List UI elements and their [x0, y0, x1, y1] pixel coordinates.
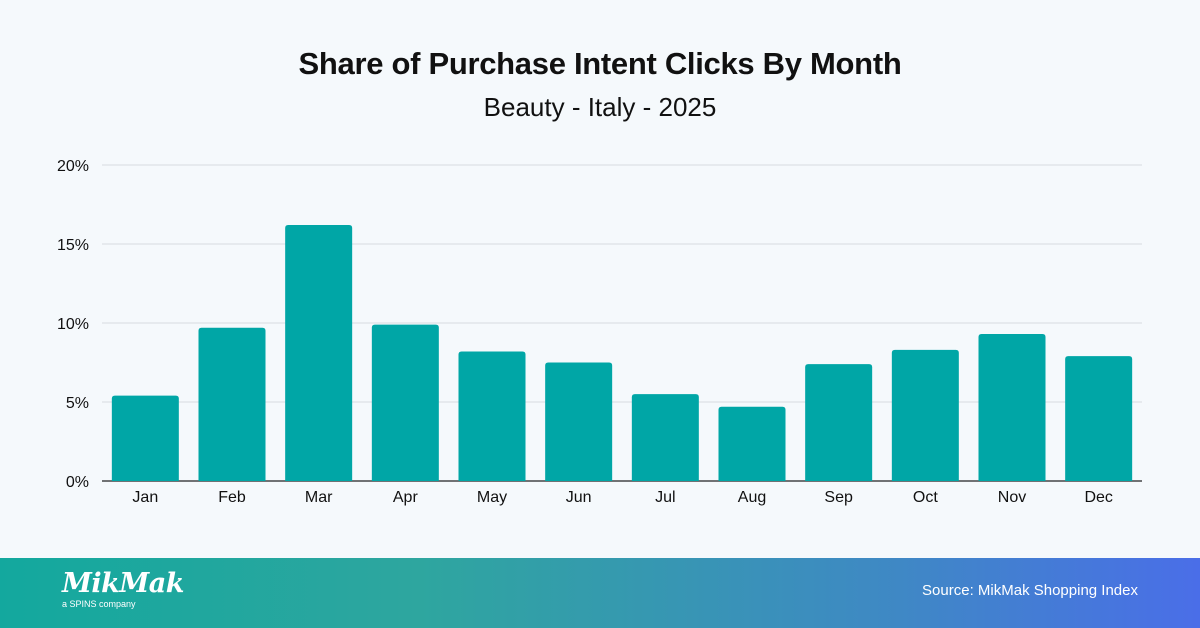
bar-feb — [198, 327, 266, 481]
bar-chart: 0% 5% 10% 15% 20% Jan Feb Mar Apr May Jun Jul Aug Sep… — [57, 158, 1142, 506]
footer-banner: MikMak a SPINS company Source: MikMak Sh… — [0, 558, 1200, 628]
bar-jan — [111, 395, 179, 481]
bar-dec — [1065, 356, 1133, 481]
x-tick-label: Feb — [218, 489, 246, 506]
x-tick-label: Apr — [393, 489, 419, 506]
bar-may — [458, 351, 526, 481]
chart-title: Share of Purchase Intent Clicks By Month — [298, 46, 902, 81]
x-tick-label: May — [477, 489, 507, 506]
mikmak-logo: MikMak a SPINS company — [62, 570, 184, 610]
y-tick-label: 10% — [57, 316, 89, 333]
x-tick-label: Oct — [913, 489, 938, 506]
logo-wordmark: MikMak — [62, 568, 184, 599]
bar-jul — [631, 394, 699, 481]
bar-sep — [805, 364, 873, 481]
y-tick-label: 20% — [57, 158, 89, 175]
bar-nov — [978, 334, 1046, 481]
chart-subtitle: Beauty - Italy - 2025 — [483, 92, 717, 122]
y-tick-label: 0% — [66, 474, 89, 491]
x-tick-label: Aug — [738, 489, 766, 506]
source-note: Source: MikMak Shopping Index — [922, 582, 1138, 599]
bar-oct — [891, 349, 959, 481]
bar-mar — [285, 225, 353, 481]
y-tick-label: 5% — [66, 395, 89, 412]
x-tick-label: Jul — [655, 489, 675, 506]
bar-jun — [545, 362, 613, 481]
x-tick-label: Jun — [566, 489, 592, 506]
bar-aug — [718, 406, 786, 481]
logo-tagline: a SPINS company — [62, 599, 136, 609]
bar-apr — [371, 324, 439, 481]
x-tick-label: Jan — [132, 489, 158, 506]
x-tick-label: Dec — [1084, 489, 1112, 506]
y-tick-label: 15% — [57, 237, 89, 254]
x-tick-label: Mar — [305, 489, 333, 506]
x-tick-label: Nov — [998, 489, 1026, 506]
x-tick-label: Sep — [824, 489, 853, 506]
